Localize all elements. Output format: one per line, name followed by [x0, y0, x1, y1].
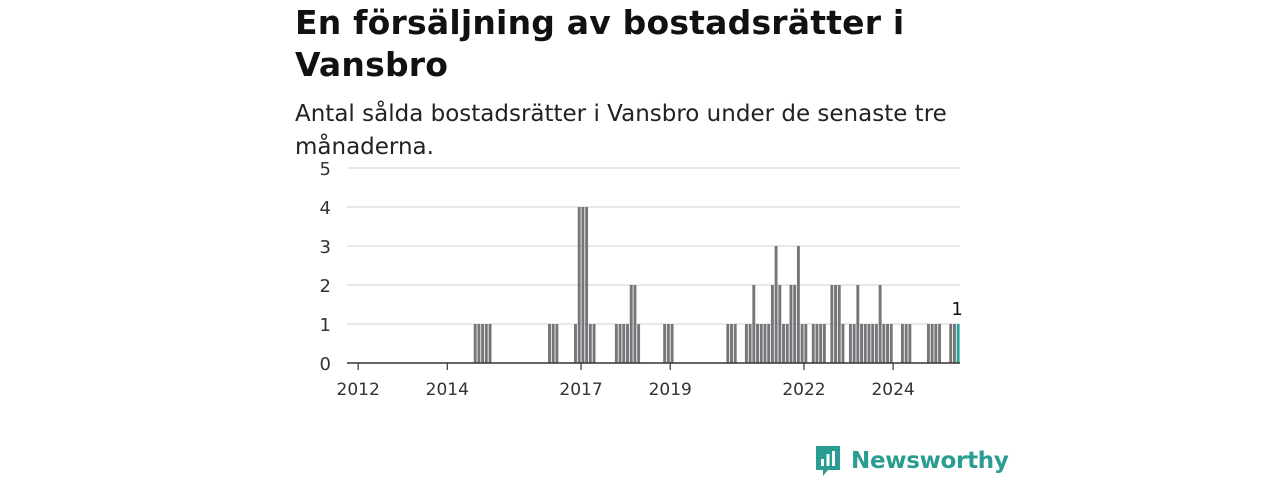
bar	[622, 324, 626, 363]
y-tick-label: 5	[320, 159, 331, 180]
bar	[934, 324, 938, 363]
bar	[752, 285, 756, 363]
chart-title: En försäljning av bostadsrätter i Vansbr…	[295, 3, 905, 84]
bar	[841, 324, 845, 363]
y-tick-label: 0	[320, 354, 331, 375]
bar	[744, 324, 748, 363]
bar	[730, 324, 733, 363]
newsworthy-logo-icon	[816, 446, 840, 476]
bar	[585, 207, 589, 363]
newsworthy-brand[interactable]: Newsworthy	[814, 444, 1009, 478]
bar	[637, 324, 641, 363]
bar	[473, 324, 477, 363]
bar	[782, 324, 785, 363]
bar	[800, 324, 804, 363]
bar	[670, 324, 674, 363]
bar	[726, 324, 730, 363]
x-tick-label: 2022	[782, 380, 825, 400]
bar	[856, 285, 860, 363]
bar	[871, 324, 875, 363]
bar	[763, 324, 767, 363]
bar	[759, 324, 763, 363]
x-tick-label: 2017	[559, 380, 602, 400]
bar	[748, 324, 752, 363]
bar	[837, 285, 841, 363]
bar	[733, 324, 737, 363]
bar	[867, 324, 871, 363]
bar	[574, 324, 577, 363]
bar	[908, 324, 912, 363]
bar	[484, 324, 488, 363]
bar	[848, 324, 852, 363]
bar	[592, 324, 596, 363]
bar	[886, 324, 890, 363]
bar	[874, 324, 878, 363]
bar	[581, 207, 585, 363]
bar	[811, 324, 815, 363]
bar	[804, 324, 808, 363]
bar	[774, 246, 778, 363]
bar	[904, 324, 908, 363]
bar	[778, 285, 782, 363]
bar	[793, 285, 797, 363]
bar	[930, 324, 934, 363]
bar	[830, 285, 834, 363]
brand-name: Newsworthy	[851, 448, 1009, 474]
bar	[488, 324, 492, 363]
bar	[756, 324, 759, 363]
bar	[789, 285, 793, 363]
bar	[551, 324, 555, 363]
bar	[588, 324, 592, 363]
bar	[666, 324, 670, 363]
bar	[952, 324, 956, 363]
bar	[878, 285, 882, 363]
bar	[900, 324, 904, 363]
chart-subtitle: Antal sålda bostadsrätter i Vansbro unde…	[295, 101, 947, 160]
highlight-value-label: 1	[951, 299, 962, 320]
bar	[481, 324, 485, 363]
bar	[834, 285, 837, 363]
bar	[626, 324, 629, 363]
bar	[633, 285, 637, 363]
bar	[863, 324, 867, 363]
bar	[822, 324, 826, 363]
bar	[889, 324, 893, 363]
bar	[785, 324, 789, 363]
bar	[548, 324, 551, 363]
bar	[852, 324, 856, 363]
bar	[860, 324, 863, 363]
bar	[663, 324, 667, 363]
bar	[926, 324, 930, 363]
bar	[614, 324, 618, 363]
bar	[629, 285, 633, 363]
bar	[477, 324, 481, 363]
x-tick-label: 2024	[871, 380, 914, 400]
bar	[555, 324, 559, 363]
x-tick-label: 2014	[426, 380, 469, 400]
highlighted-bar	[956, 324, 960, 363]
bar	[618, 324, 622, 363]
bar	[796, 246, 800, 363]
y-tick-label: 4	[320, 198, 331, 219]
bar	[949, 324, 953, 363]
bar	[770, 285, 774, 363]
bar	[882, 324, 886, 363]
x-tick-label: 2012	[337, 380, 380, 400]
y-tick-label: 3	[320, 237, 331, 258]
bar	[819, 324, 823, 363]
x-tick-label: 2019	[649, 380, 692, 400]
bar	[577, 207, 581, 363]
bar	[938, 324, 942, 363]
y-tick-label: 2	[320, 276, 331, 297]
y-tick-label: 1	[320, 315, 331, 336]
bar	[815, 324, 819, 363]
bar	[767, 324, 771, 363]
